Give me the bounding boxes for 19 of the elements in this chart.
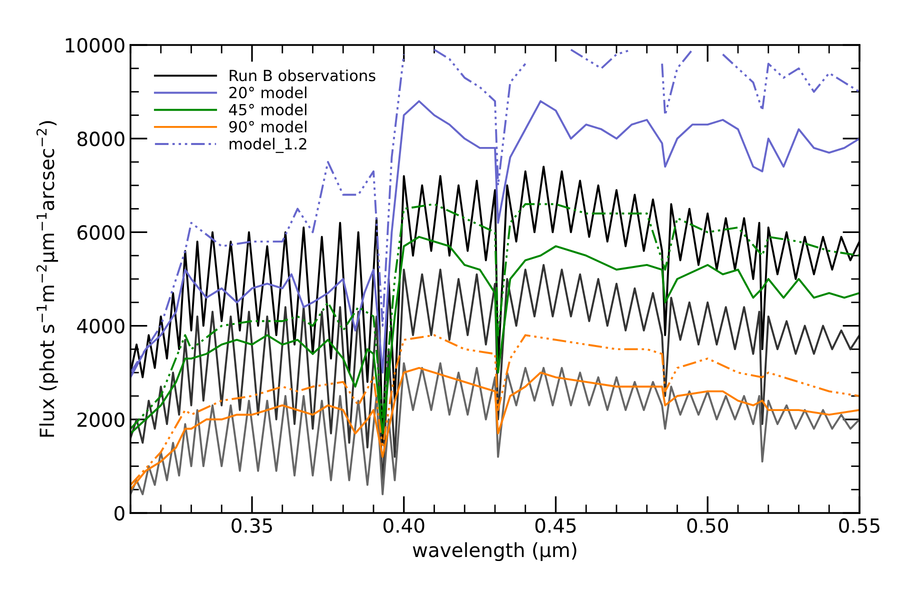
y-tick-label: 0 <box>114 506 124 521</box>
y-tick-label: 4000 <box>77 318 124 334</box>
legend-label: 45° model <box>229 104 306 116</box>
legend-label: 20° model <box>229 86 306 98</box>
legend-label: Run B observations <box>230 69 376 82</box>
y-tick-label: 2000 <box>78 412 124 428</box>
x-axis-title: wavelength (μm) <box>412 542 576 562</box>
y-tick-label: 8000 <box>77 132 124 146</box>
y-tick-label: 6000 <box>78 225 124 240</box>
legend-label: model_1.2 <box>230 138 306 153</box>
x-tick-label: 0.40 <box>384 518 424 533</box>
y-tick-label: 10000 <box>66 38 124 53</box>
line-series <box>130 334 860 486</box>
x-tick-label: 0.55 <box>839 518 880 533</box>
x-tick-label: 0.50 <box>687 518 728 533</box>
x-tick-label: 0.35 <box>232 518 272 533</box>
text: Flux (phot s$^{−1}$m$^{−2}$μm$^{−1}$arcsec$^{−2}$) <box>36 121 58 437</box>
x-tick-label: 0.45 <box>535 518 576 533</box>
legend-label: 90° model <box>229 120 306 133</box>
